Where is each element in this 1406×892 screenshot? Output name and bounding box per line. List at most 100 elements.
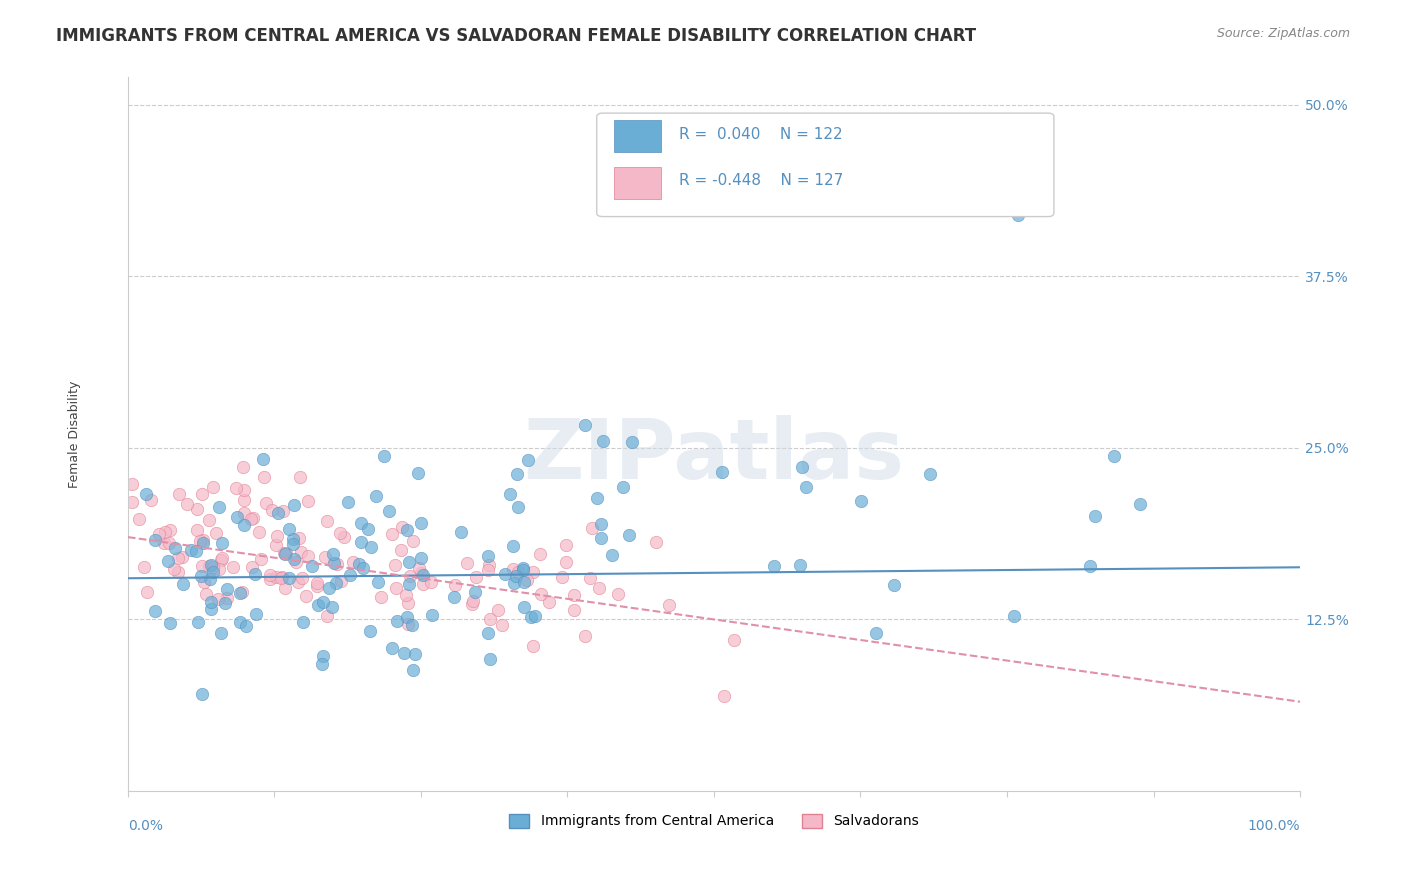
Point xyxy=(266,529,288,543)
Point xyxy=(530,586,553,600)
Point xyxy=(267,506,290,520)
Point xyxy=(294,590,316,604)
Point xyxy=(537,595,560,609)
Point xyxy=(461,598,484,612)
Point xyxy=(378,504,401,518)
Point xyxy=(242,511,264,525)
Point xyxy=(271,503,294,517)
Point xyxy=(420,574,443,589)
Point xyxy=(600,549,623,563)
Point xyxy=(321,600,343,615)
Point xyxy=(190,487,212,501)
Point xyxy=(201,480,224,494)
Point xyxy=(285,555,308,569)
Point xyxy=(325,576,347,591)
Point xyxy=(620,434,643,449)
Point xyxy=(364,489,387,503)
Point xyxy=(200,558,222,572)
Point xyxy=(291,615,314,629)
Point xyxy=(143,604,166,618)
Point xyxy=(920,467,942,482)
Text: 100.0%: 100.0% xyxy=(1247,820,1301,833)
Point xyxy=(508,565,530,579)
Point xyxy=(381,527,404,541)
Point xyxy=(506,500,529,514)
Point xyxy=(384,558,406,573)
Point xyxy=(562,603,585,617)
Text: IMMIGRANTS FROM CENTRAL AMERICA VS SALVADORAN FEMALE DISABILITY CORRELATION CHAR: IMMIGRANTS FROM CENTRAL AMERICA VS SALVA… xyxy=(56,27,976,45)
Point xyxy=(211,550,233,565)
Point xyxy=(401,618,423,632)
Point xyxy=(307,599,329,613)
Point xyxy=(370,590,392,604)
Point xyxy=(190,569,212,583)
Point xyxy=(200,602,222,616)
Point xyxy=(342,555,364,569)
Text: 0.0%: 0.0% xyxy=(128,820,163,833)
Point xyxy=(395,524,418,538)
Point xyxy=(502,562,524,576)
Point xyxy=(520,609,543,624)
Point xyxy=(208,562,231,576)
Point xyxy=(307,575,329,590)
Point xyxy=(644,535,666,549)
Point xyxy=(229,615,252,629)
Point xyxy=(360,541,382,555)
Point xyxy=(513,600,536,615)
Point xyxy=(271,569,294,583)
Point xyxy=(329,526,352,541)
Point xyxy=(208,500,231,515)
Point xyxy=(270,571,292,585)
Point xyxy=(297,549,319,563)
Point xyxy=(288,531,311,545)
Point xyxy=(153,536,176,550)
Point xyxy=(121,476,143,491)
Point xyxy=(316,514,339,528)
Point xyxy=(359,624,381,638)
Point xyxy=(554,555,576,569)
Point xyxy=(350,534,373,549)
Point xyxy=(464,570,486,584)
Point xyxy=(529,547,551,561)
FancyBboxPatch shape xyxy=(596,113,1054,217)
Point xyxy=(381,641,404,656)
Point xyxy=(214,596,236,610)
Point xyxy=(200,595,222,609)
Point xyxy=(290,544,312,558)
Point xyxy=(316,609,339,624)
Point xyxy=(389,542,412,557)
Point xyxy=(713,690,735,704)
Point xyxy=(1084,508,1107,523)
Point xyxy=(658,598,681,612)
Point xyxy=(249,552,271,566)
Point xyxy=(865,626,887,640)
Point xyxy=(478,558,501,573)
Point xyxy=(278,571,301,585)
Point xyxy=(253,470,276,484)
Legend: Immigrants from Central America, Salvadorans: Immigrants from Central America, Salvado… xyxy=(503,808,925,834)
Point xyxy=(260,503,283,517)
Point xyxy=(408,561,430,575)
Point xyxy=(581,521,603,535)
Point xyxy=(163,541,186,555)
Point xyxy=(229,586,252,600)
Point xyxy=(391,520,413,534)
Point xyxy=(502,575,524,590)
Point xyxy=(198,559,221,574)
Point xyxy=(312,595,335,609)
Point xyxy=(323,556,346,570)
Point xyxy=(592,434,614,448)
Point xyxy=(398,555,420,569)
Point xyxy=(710,465,733,479)
Point xyxy=(159,615,181,630)
Point xyxy=(591,516,613,531)
Point xyxy=(1102,449,1125,463)
Point xyxy=(136,584,159,599)
Point xyxy=(420,607,443,622)
Point xyxy=(1078,558,1101,573)
Point xyxy=(851,494,873,508)
Point xyxy=(232,493,254,508)
Point xyxy=(274,546,297,560)
Point xyxy=(367,575,389,590)
Point xyxy=(231,584,253,599)
